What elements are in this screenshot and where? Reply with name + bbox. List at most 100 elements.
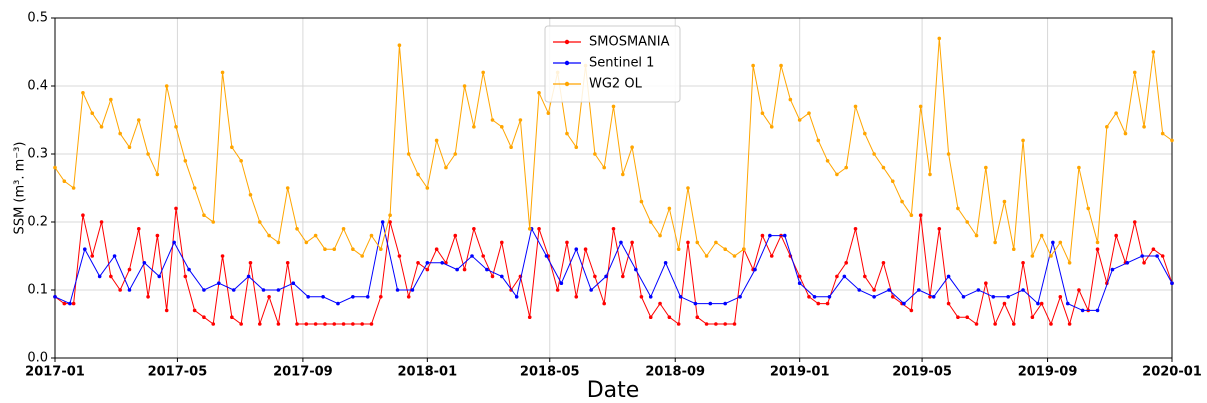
point <box>313 233 318 238</box>
point <box>782 233 787 238</box>
legend-marker <box>564 81 570 87</box>
point <box>416 172 420 177</box>
point <box>1095 308 1100 313</box>
point <box>1039 301 1044 306</box>
point <box>332 247 337 251</box>
point <box>142 261 147 265</box>
point <box>462 84 467 88</box>
point <box>863 274 867 279</box>
point <box>630 145 634 149</box>
point <box>500 240 504 245</box>
series-line <box>54 221 1173 311</box>
point <box>732 322 737 326</box>
point <box>881 261 886 265</box>
point <box>827 295 832 299</box>
point <box>797 281 802 286</box>
point <box>835 274 839 279</box>
point <box>1021 288 1025 292</box>
point <box>676 247 681 251</box>
point <box>118 131 122 136</box>
point <box>1086 206 1091 211</box>
point <box>937 227 942 231</box>
point <box>621 274 625 279</box>
point <box>1039 233 1044 238</box>
point <box>663 261 668 265</box>
point <box>1140 254 1145 258</box>
point <box>676 322 681 326</box>
point <box>1051 240 1055 245</box>
x-tick-label: 2019-01 <box>770 365 830 380</box>
point <box>71 301 76 306</box>
point <box>816 138 821 143</box>
point <box>1132 70 1137 75</box>
point <box>559 281 564 286</box>
point <box>1095 240 1100 245</box>
point <box>341 322 346 326</box>
point <box>285 186 290 190</box>
point <box>965 315 970 320</box>
point <box>604 274 608 279</box>
series-line <box>54 208 1173 326</box>
point <box>937 36 942 41</box>
point <box>1142 261 1146 265</box>
point <box>842 274 847 279</box>
point <box>723 322 727 326</box>
point <box>136 118 141 122</box>
point <box>509 145 513 149</box>
point <box>230 145 234 149</box>
point <box>62 179 67 183</box>
point <box>621 172 625 177</box>
point <box>187 267 191 272</box>
point <box>760 233 765 238</box>
point <box>230 315 234 320</box>
point <box>62 301 67 306</box>
point <box>527 227 532 231</box>
point <box>360 254 364 258</box>
point <box>825 301 830 306</box>
point <box>304 240 309 245</box>
point <box>593 274 597 279</box>
point <box>257 322 262 326</box>
point <box>918 104 923 109</box>
point <box>602 301 606 306</box>
point <box>1021 138 1025 143</box>
point <box>440 261 445 265</box>
y-tick-label: 0.0 <box>27 351 48 366</box>
x-tick-label: 2017-01 <box>25 365 85 380</box>
series <box>53 206 1174 326</box>
point <box>410 288 415 292</box>
point <box>97 274 102 279</box>
point <box>267 295 271 299</box>
point <box>1155 254 1159 258</box>
point <box>931 295 936 299</box>
point <box>555 288 560 292</box>
point <box>974 322 979 326</box>
point <box>514 295 519 299</box>
point <box>918 213 923 217</box>
point <box>248 261 253 265</box>
point <box>1049 322 1053 326</box>
point <box>1021 261 1025 265</box>
legend-box <box>544 25 681 103</box>
point <box>202 288 206 292</box>
point <box>887 288 891 292</box>
y-tick-label: 0.1 <box>27 283 48 298</box>
x-tick-label: 2020-01 <box>1142 365 1202 380</box>
point <box>648 220 653 224</box>
point <box>537 227 541 231</box>
point <box>1170 138 1174 143</box>
point <box>1065 301 1070 306</box>
point <box>695 240 700 245</box>
point <box>639 199 644 204</box>
point <box>453 233 458 238</box>
point <box>276 288 281 292</box>
point <box>172 240 176 245</box>
point <box>1067 261 1072 265</box>
point <box>825 159 830 163</box>
point <box>1105 125 1109 129</box>
point <box>1125 261 1130 265</box>
point <box>565 240 569 245</box>
point <box>321 295 325 299</box>
point <box>136 227 141 231</box>
point <box>109 97 113 102</box>
